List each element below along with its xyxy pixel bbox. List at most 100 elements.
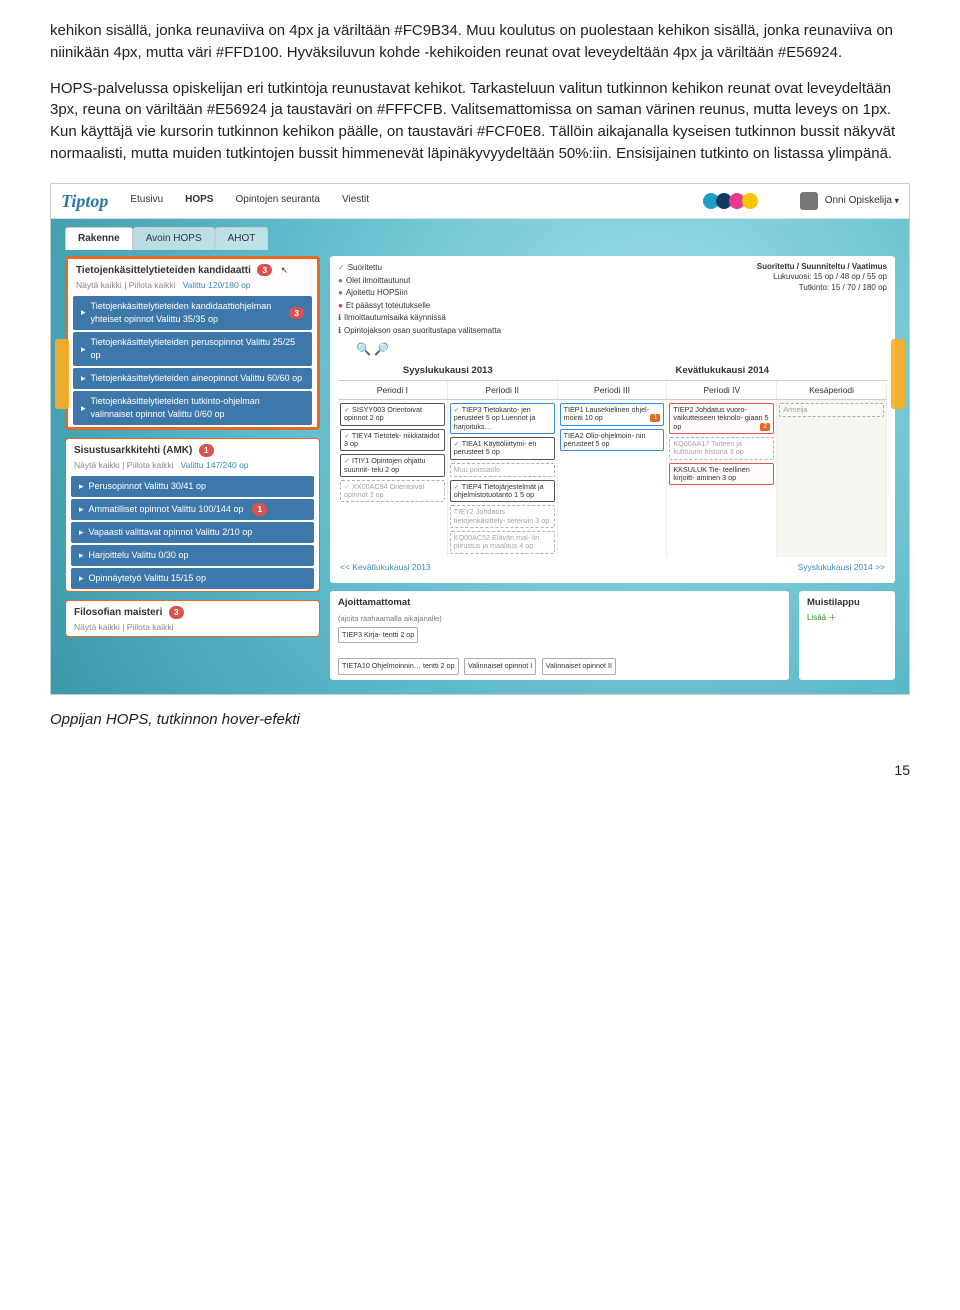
top-nav: Tiptop Etusivu HOPS Opintojen seuranta V… bbox=[51, 184, 909, 219]
show-all[interactable]: Näytä kaikki bbox=[76, 280, 122, 290]
period-col: TIEP2 Johdatus vuoro- vaikutteiseen tekn… bbox=[667, 400, 777, 556]
tab-avoin[interactable]: Avoin HOPS bbox=[133, 227, 215, 251]
user-menu[interactable]: Onni Opiskelija ▾ bbox=[800, 192, 899, 210]
figure-caption: Oppijan HOPS, tutkinnon hover-efekti bbox=[50, 709, 910, 731]
course-bus[interactable]: Valinnaiset opinnot II bbox=[542, 658, 616, 674]
degree-fm[interactable]: Filosofian maisteri 3 Näytä kaikki | Pii… bbox=[65, 600, 320, 637]
legend-item: Ilmoittautumisaika käynnissä bbox=[338, 312, 501, 324]
course-bus[interactable]: Muu poissaolo bbox=[450, 463, 555, 477]
course-bus[interactable]: ITIY1 Opintojen ohjattu suunnit- telu 2 … bbox=[340, 454, 445, 477]
module-row[interactable]: ▸Tietojenkäsittelytieteiden tutkinto-ohj… bbox=[73, 391, 312, 425]
hide-all[interactable]: Piilota kaikki bbox=[127, 460, 174, 470]
course-bus[interactable]: TIEY2 Johdatus tietojenkäsittely- tietei… bbox=[450, 505, 555, 528]
period-label: Kesäperiodi bbox=[777, 381, 887, 399]
period-label: Periodi I bbox=[338, 381, 448, 399]
calendar-panel: Suoritettu Olet ilmoittautunut Ajoitettu… bbox=[330, 256, 895, 583]
course-bus[interactable]: SISYY003 Orientoivat opinnot 2 op bbox=[340, 403, 445, 426]
badge: 3 bbox=[257, 264, 272, 276]
zoom-controls[interactable]: 🔍 🔎 bbox=[356, 341, 887, 358]
page-number: 15 bbox=[50, 760, 910, 780]
logo: Tiptop bbox=[61, 188, 108, 214]
show-all[interactable]: Näytä kaikki bbox=[74, 460, 120, 470]
degree-amk[interactable]: Sisustusarkkitehti (AMK) 1 Näytä kaikki … bbox=[65, 438, 320, 592]
course-bus[interactable]: Armeija bbox=[779, 403, 884, 417]
badge: 1 bbox=[199, 444, 214, 456]
legend-item: Suoritettu bbox=[338, 262, 501, 274]
screenshot-figure: Tiptop Etusivu HOPS Opintojen seuranta V… bbox=[50, 183, 910, 695]
module-row[interactable]: ▸Tietojenkäsittelytieteiden kandidaattio… bbox=[73, 296, 312, 330]
period-col: Armeija bbox=[777, 400, 887, 556]
badge: 3 bbox=[169, 606, 184, 618]
scroll-rail-left[interactable] bbox=[55, 339, 69, 409]
legend: Suoritettu Olet ilmoittautunut Ajoitettu… bbox=[338, 262, 887, 337]
credits: Valittu 120/180 op bbox=[183, 280, 251, 290]
progress-summary: Suoritettu / Suunniteltu / Vaatimus Luku… bbox=[757, 262, 887, 293]
course-bus[interactable]: TIEP2 Johdatus vuoro- vaikutteiseen tekn… bbox=[669, 403, 774, 434]
period-label: Periodi IV bbox=[667, 381, 777, 399]
course-bus[interactable]: TIEY4 Tietotek- niikkataidot 3 op bbox=[340, 429, 445, 452]
module-row[interactable]: ▸Ammatilliset opinnot Valittu 100/144 op… bbox=[71, 499, 314, 520]
course-bus[interactable]: TIEP1 Lausekielinen ohjel- mointi 10 op1 bbox=[560, 403, 665, 426]
course-bus[interactable]: Valinnaiset opinnot I bbox=[464, 658, 536, 674]
credits: Valittu 147/240 op bbox=[181, 460, 249, 470]
course-bus[interactable]: TIEP4 Tietojärjestelmät ja ohjelmistotuo… bbox=[450, 480, 555, 503]
calendar: Syyslukukausi 2013 Kevätlukukausi 2014 P… bbox=[338, 362, 887, 577]
chevron-down-icon: ▾ bbox=[894, 195, 899, 205]
course-bus[interactable]: TIEA1 Käyttöliittymi- en perusteet 5 op bbox=[450, 437, 555, 460]
sub-tabs: Rakenne Avoin HOPS AHOT bbox=[65, 227, 895, 251]
hide-all[interactable]: Piilota kaikki bbox=[129, 280, 176, 290]
module-row[interactable]: ▸Harjoittelu Valittu 0/30 op bbox=[71, 545, 314, 566]
module-row[interactable]: ▸Tietojenkäsittelytieteiden perusopinnot… bbox=[73, 332, 312, 366]
module-row[interactable]: ▸Tietojenkäsittelytieteiden aineopinnot … bbox=[73, 368, 312, 389]
module-row[interactable]: ▸Perusopinnot Valittu 30/41 op bbox=[71, 476, 314, 497]
module-row[interactable]: ▸Vapaasti valittavat opinnot Valittu 2/1… bbox=[71, 522, 314, 543]
period-label: Periodi III bbox=[558, 381, 668, 399]
username: Onni Opiskelija bbox=[825, 195, 892, 206]
period-col: TIEP3 Tietokanto- jen perusteet 5 op Lue… bbox=[448, 400, 558, 556]
tab-ahot[interactable]: AHOT bbox=[215, 227, 269, 251]
legend-item: Ajoitettu HOPSiin bbox=[338, 287, 501, 299]
course-bus[interactable]: TIEP3 Tietokanto- jen perusteet 5 op Lue… bbox=[450, 403, 555, 434]
cursor-icon: ↖ bbox=[281, 265, 289, 275]
paragraph: kehikon sisällä, jonka reunaviiva on 4px… bbox=[50, 20, 910, 64]
nav-viestit[interactable]: Viestit bbox=[342, 193, 369, 208]
degree-list: Tietojenkäsittelytieteiden kandidaatti 3… bbox=[65, 256, 320, 645]
paragraph: HOPS-palvelussa opiskelijan eri tutkinto… bbox=[50, 78, 910, 165]
period-col: SISYY003 Orientoivat opinnot 2 op TIEY4 … bbox=[338, 400, 448, 556]
course-bus[interactable]: XX00AC54 Orientoivat opinnot 3 op bbox=[340, 480, 445, 503]
degree-title: Sisustusarkkitehti (AMK) bbox=[74, 445, 192, 456]
course-bus[interactable]: TIEA2 Olio-ohjelmoin- nin perusteet 5 op bbox=[560, 429, 665, 452]
add-memo-button[interactable]: Lisää ＋ bbox=[807, 612, 887, 624]
decor-bubbles bbox=[706, 193, 758, 209]
degree-title: Filosofian maisteri bbox=[74, 607, 162, 618]
nav-etusivu[interactable]: Etusivu bbox=[130, 193, 163, 208]
degree-kandi[interactable]: Tietojenkäsittelytieteiden kandidaatti 3… bbox=[65, 256, 320, 430]
panel-title: Ajoittamattomat bbox=[338, 596, 781, 610]
module-row[interactable]: ▸Opinnäytetyö Valittu 15/15 op bbox=[71, 568, 314, 589]
tab-rakenne[interactable]: Rakenne bbox=[65, 227, 133, 251]
degree-title: Tietojenkäsittelytieteiden kandidaatti bbox=[76, 265, 251, 276]
next-term[interactable]: Syyslukukausi 2014 >> bbox=[798, 561, 885, 573]
panel-subtitle: (ajoita raahaamalla aikajanalle) bbox=[338, 614, 442, 623]
course-bus[interactable]: TIEP3 Kirja- tentti 2 op bbox=[338, 627, 418, 643]
memo-panel: Muistilappu Lisää ＋ bbox=[799, 591, 895, 680]
semester-label: Syyslukukausi 2013 bbox=[338, 362, 558, 380]
prev-term[interactable]: << Kevätlukukausi 2013 bbox=[340, 561, 431, 573]
course-bus[interactable]: KQ00AA17 Taiteen ja kulttuurin historia … bbox=[669, 437, 774, 460]
nav-seuranta[interactable]: Opintojen seuranta bbox=[235, 193, 320, 208]
scroll-rail-right[interactable] bbox=[891, 339, 905, 409]
unscheduled-panel: Ajoittamattomat (ajoita raahaamalla aika… bbox=[330, 591, 789, 680]
legend-item: Olet ilmoittautunut bbox=[338, 275, 501, 287]
hide-all[interactable]: Piilota kaikki bbox=[127, 622, 174, 632]
course-bus[interactable]: KKSULUK Tie- teellinen kirjoitt- aminen … bbox=[669, 463, 774, 486]
course-bus[interactable]: KQ00AC52 Elävän mal- lin piirustus ja ma… bbox=[450, 531, 555, 554]
legend-item: Et päässyt toteutukselle bbox=[338, 300, 501, 312]
panel-title: Muistilappu bbox=[807, 596, 887, 610]
semester-label: Kevätlukukausi 2014 bbox=[558, 362, 887, 380]
nav-hops[interactable]: HOPS bbox=[185, 193, 213, 208]
show-all[interactable]: Näytä kaikki bbox=[74, 622, 120, 632]
course-bus[interactable]: TIETA10 Ohjelmoinnin… tentti 2 op bbox=[338, 658, 459, 674]
period-label: Periodi II bbox=[448, 381, 558, 399]
avatar bbox=[800, 192, 818, 210]
period-col: TIEP1 Lausekielinen ohjel- mointi 10 op1… bbox=[558, 400, 668, 556]
